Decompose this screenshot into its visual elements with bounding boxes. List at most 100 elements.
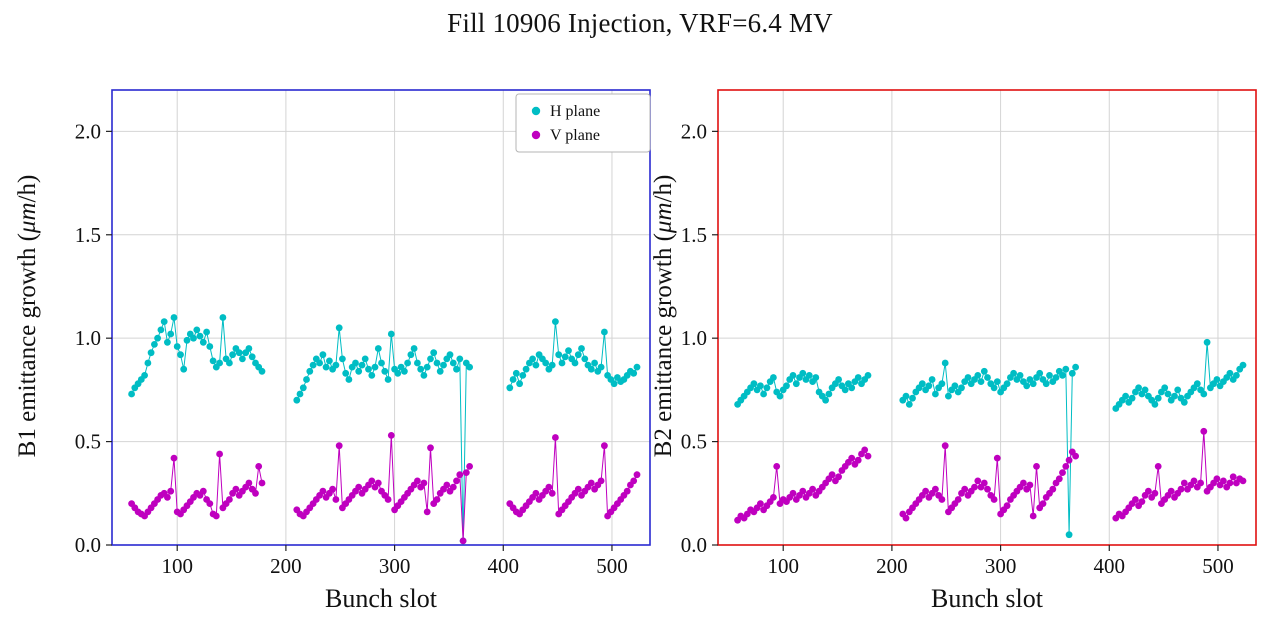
- data-point: [387, 330, 395, 338]
- data-point: [394, 369, 402, 377]
- data-point: [1072, 452, 1079, 460]
- data-point: [306, 367, 314, 375]
- data-point: [1128, 394, 1136, 402]
- data-point: [757, 500, 764, 507]
- data-point: [932, 485, 939, 493]
- data-point: [1226, 479, 1234, 487]
- data-point: [128, 390, 135, 398]
- figure-title: Fill 10906 Injection, VRF=6.4 MV: [447, 8, 833, 38]
- data-point: [164, 338, 171, 346]
- data-point: [1122, 392, 1129, 400]
- data-point: [597, 477, 605, 485]
- data-point: [1193, 380, 1201, 388]
- data-point: [170, 314, 178, 321]
- data-point: [941, 359, 949, 367]
- data-point: [1020, 479, 1027, 487]
- data-point: [587, 479, 595, 487]
- data-point: [984, 485, 991, 493]
- data-point: [760, 390, 767, 398]
- data-point: [974, 372, 982, 379]
- data-point: [545, 483, 553, 491]
- data-point: [861, 446, 869, 454]
- data-point: [555, 351, 563, 359]
- data-point: [941, 442, 949, 450]
- plot-area: [112, 90, 650, 545]
- data-point: [167, 487, 175, 495]
- x-tick-label: 100: [161, 554, 193, 578]
- data-point: [355, 483, 363, 491]
- data-point: [565, 347, 572, 354]
- data-point: [558, 359, 566, 367]
- data-point: [789, 372, 797, 379]
- data-point: [381, 367, 389, 375]
- data-point: [430, 349, 438, 357]
- data-point: [951, 382, 959, 390]
- data-point: [436, 367, 444, 375]
- data-point: [928, 376, 936, 383]
- data-point: [1029, 512, 1037, 520]
- data-point: [799, 487, 807, 495]
- data-point: [368, 372, 376, 379]
- data-point: [964, 374, 972, 381]
- data-point: [226, 496, 233, 503]
- data-point: [623, 487, 631, 495]
- data-point: [750, 380, 758, 388]
- data-point: [144, 359, 152, 367]
- data-point: [519, 372, 527, 379]
- data-point: [532, 361, 540, 369]
- data-point: [578, 345, 585, 352]
- data-point: [529, 355, 536, 363]
- data-point: [420, 372, 428, 379]
- data-point: [219, 314, 227, 321]
- data-point: [828, 471, 836, 479]
- data-point: [446, 351, 454, 359]
- data-point: [258, 367, 266, 375]
- data-point: [1154, 394, 1162, 402]
- data-point: [141, 372, 148, 379]
- data-point: [417, 365, 425, 373]
- data-point: [1026, 481, 1034, 489]
- data-point: [1072, 363, 1079, 371]
- data-point: [235, 349, 243, 357]
- data-point: [1062, 365, 1070, 373]
- data-point: [516, 380, 523, 388]
- data-point: [206, 500, 214, 507]
- data-point: [980, 367, 988, 375]
- data-point: [1029, 380, 1037, 388]
- data-point: [1039, 500, 1047, 507]
- data-point: [841, 386, 849, 394]
- data-point: [433, 496, 441, 503]
- data-point: [601, 442, 608, 450]
- data-point: [809, 485, 816, 493]
- data-point: [316, 359, 323, 367]
- data-point: [961, 485, 969, 493]
- data-point: [410, 345, 418, 352]
- data-point: [574, 485, 582, 493]
- data-point: [770, 374, 777, 381]
- data-point: [404, 359, 411, 367]
- data-point: [303, 376, 310, 383]
- data-point: [459, 537, 467, 545]
- data-point: [1065, 531, 1073, 539]
- data-point: [835, 473, 842, 481]
- b1-subplot: 100 200 300 400 500 0.0 0.5 1.0 1.5 2.0 H plane V p…: [75, 89, 651, 578]
- data-point: [374, 479, 382, 487]
- data-point: [591, 359, 598, 367]
- data-point: [776, 392, 784, 400]
- data-point: [449, 483, 457, 491]
- data-point: [309, 361, 317, 369]
- data-point: [453, 365, 460, 373]
- data-point: [925, 382, 933, 390]
- x-tick-label: 400: [1094, 554, 1126, 578]
- data-point: [365, 365, 372, 373]
- data-point: [252, 489, 259, 497]
- data-point: [212, 512, 220, 520]
- data-point: [255, 463, 263, 470]
- data-point: [335, 324, 343, 332]
- data-point: [164, 494, 171, 501]
- data-point: [329, 485, 336, 493]
- data-point: [783, 382, 790, 390]
- data-point: [248, 353, 256, 361]
- data-point: [199, 487, 207, 495]
- data-point: [1052, 374, 1060, 381]
